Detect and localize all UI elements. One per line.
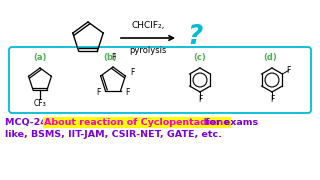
Text: CHClF₂,: CHClF₂,	[131, 21, 165, 30]
Text: F: F	[96, 88, 100, 97]
Text: (a): (a)	[33, 53, 47, 62]
FancyBboxPatch shape	[9, 47, 311, 113]
Text: About reaction of Cyclopentadiene: About reaction of Cyclopentadiene	[44, 118, 230, 127]
Text: pyrolysis: pyrolysis	[129, 46, 167, 55]
Text: F: F	[270, 94, 274, 103]
Text: like, BSMS, IIT-JAM, CSIR-NET, GATE, etc.: like, BSMS, IIT-JAM, CSIR-NET, GATE, etc…	[5, 130, 222, 139]
Text: F: F	[126, 88, 130, 97]
Text: (d): (d)	[263, 53, 277, 62]
Text: F: F	[130, 68, 135, 77]
Text: F: F	[198, 94, 202, 103]
Text: (b): (b)	[103, 53, 117, 62]
Text: ?: ?	[187, 24, 202, 50]
Text: for exams: for exams	[202, 118, 258, 127]
Text: F: F	[286, 66, 291, 75]
Text: (c): (c)	[194, 53, 206, 62]
Text: MCQ-249:: MCQ-249:	[5, 118, 60, 127]
Text: F: F	[111, 53, 115, 62]
Text: CF₃: CF₃	[34, 99, 46, 108]
